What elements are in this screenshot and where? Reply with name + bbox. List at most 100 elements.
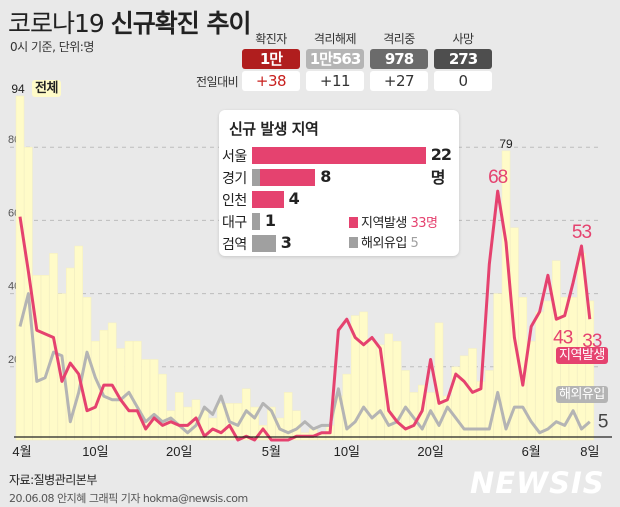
region-value: 3 (280, 233, 292, 252)
bar (443, 395, 452, 441)
bar (543, 300, 553, 441)
region-name: 검역 (222, 237, 247, 253)
line-해외유입 (18, 292, 591, 435)
line-series (18, 189, 592, 442)
bar (15, 95, 25, 441)
stat-diff: +11 (306, 71, 364, 91)
legend-label: 지역발생 (361, 216, 407, 231)
stat-diff: +27 (370, 71, 428, 91)
annotation-total: 79 (499, 137, 513, 151)
region-name: 인천 (222, 193, 247, 209)
bar (359, 311, 368, 441)
x-axis: 4월 10일 20일 5월 10일 20일 6월 8일 (12, 436, 612, 459)
stat-3: 사망 273 0 (434, 30, 492, 91)
series-tag-local: 지역발생 (556, 347, 608, 364)
subtitle: 0시 기준, 단위:명 (10, 40, 94, 54)
bar (66, 267, 75, 441)
region-bar (252, 213, 260, 230)
bar (585, 300, 595, 441)
annotation-total: 94 (11, 82, 25, 96)
bar (216, 403, 226, 441)
annotation-imported: 5 (598, 412, 609, 433)
source: 자료:질병관리본부 (9, 473, 97, 487)
region-bar (252, 169, 316, 186)
region-bar (252, 191, 284, 208)
region-value: 22명 (430, 145, 452, 187)
legend-swatch-imported (349, 237, 358, 248)
newsis-logo: NEWSIS (470, 466, 605, 500)
stat-value: 1만563 (306, 49, 364, 69)
bar-imported (252, 169, 260, 186)
region-value: 4 (288, 189, 300, 208)
bar-local (252, 147, 426, 164)
annotation-local: 53 (572, 222, 592, 243)
bar (133, 340, 142, 441)
bar (91, 340, 100, 441)
legend-local: 지역발생 33명 (349, 212, 438, 231)
bar (158, 373, 167, 441)
bar-imported (252, 235, 276, 252)
bar (568, 297, 578, 441)
bar-local (259, 169, 316, 186)
region-row: 검역 3 (219, 233, 459, 253)
bar (560, 297, 569, 441)
bar (376, 344, 385, 441)
bar (493, 293, 502, 441)
region-bar (252, 147, 426, 164)
x-tick-label: 5월 (262, 444, 281, 459)
bar (459, 355, 469, 441)
bar (141, 359, 150, 441)
title-bold: 신규확진 추이 (110, 9, 252, 38)
x-tick-label: 8일 (580, 444, 599, 459)
region-value: 1 (264, 211, 276, 230)
legend-value: 33명 (410, 216, 438, 231)
panel-title: 신규 발생 지역 (229, 120, 319, 138)
stat-value: 273 (434, 49, 492, 69)
bar (32, 275, 42, 441)
series-tag-imported: 해외유입 (556, 386, 608, 403)
legend-swatch-local (349, 217, 358, 228)
bar (468, 348, 477, 441)
region-row: 경기 8 (219, 167, 459, 187)
region-row: 대구 1 (219, 211, 459, 231)
stat-value: 978 (370, 49, 428, 69)
bar (174, 392, 184, 441)
x-tick-label: 10일 (82, 444, 108, 459)
bar-imported (252, 213, 260, 230)
x-tick-label: 4월 (12, 444, 31, 459)
region-name: 대구 (222, 215, 247, 231)
bar (401, 370, 410, 441)
bar (74, 245, 83, 441)
region-panel: 신규 발생 지역 서울 22명 경기 8 인천 4 대구 1 검역 3 지역발생 33명 해외유입… (219, 110, 459, 256)
stat-label: 격리중 (383, 32, 415, 46)
legend-label: 해외유입 (361, 236, 407, 251)
region-row: 서울 22명 (219, 145, 459, 187)
bar (526, 340, 536, 441)
bar (166, 410, 176, 441)
legend-imported: 해외유입 5 (349, 232, 419, 251)
stat-diff: 0 (434, 71, 492, 91)
x-tick-label: 20일 (166, 444, 192, 459)
region-row: 인천 4 (219, 189, 459, 209)
line-지역발생 (18, 189, 592, 442)
region-value: 8 (320, 167, 331, 186)
bar (124, 340, 134, 441)
bar (501, 150, 511, 441)
region-bar (252, 235, 276, 252)
legend-value: 5 (410, 236, 419, 251)
bar (40, 275, 50, 441)
bar-local (252, 191, 284, 208)
region-name: 서울 (222, 149, 247, 165)
bar (392, 340, 402, 441)
stat-2: 격리중 978 +27 (370, 30, 428, 91)
annotation-local: 68 (488, 167, 508, 188)
stat-label: 사망 (452, 32, 474, 46)
bar (350, 315, 360, 441)
stat-label: 확진자 (255, 32, 287, 46)
diff-label: 전일대비 (196, 75, 239, 89)
bar (149, 359, 159, 441)
stat-label: 격리해제 (313, 32, 357, 46)
annotation-local: 43 (553, 328, 573, 349)
bar (535, 311, 544, 441)
